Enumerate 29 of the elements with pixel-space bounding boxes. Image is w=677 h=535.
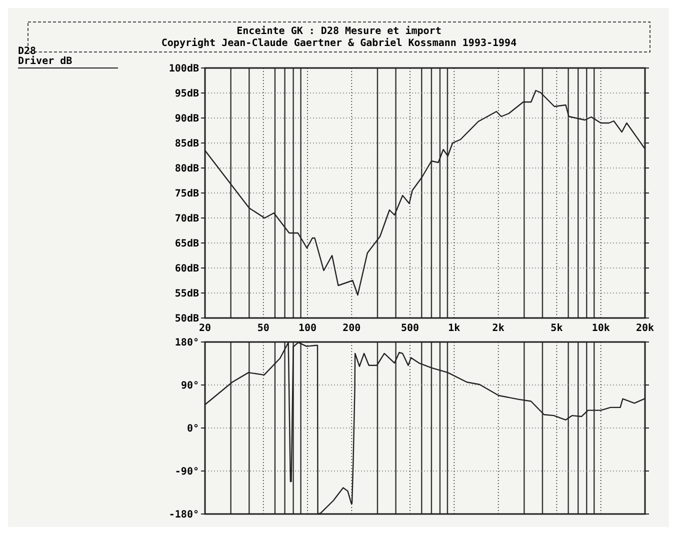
y-tick-label: 70dB [174,214,199,224]
x-tick-label: 2k [492,323,504,334]
x-tick-label: 100 [298,323,317,334]
x-tick-label: 5k [550,323,563,334]
y-tick-label: -180° [168,510,199,520]
x-tick-label: 50 [257,323,270,334]
y-tick-label: 95dB [174,88,199,100]
y-tick-label: 100dB [168,64,199,74]
y-tick-label: 90° [180,380,199,392]
x-tick-label: 10k [592,323,610,334]
x-tick-label: 20k [636,323,654,334]
y-tick-label: 80dB [174,164,199,174]
y-tick-label: 85dB [174,138,199,150]
y-axis-title: D28 Driver dB [18,46,72,67]
y-tick-label: 65dB [174,238,199,250]
y-tick-label: 60dB [174,264,199,274]
chart-subtitle: Copyright Jean-Claude Gaertner & Gabriel Kossmann 1993-1994 [161,37,517,49]
x-tick-label: 500 [401,323,420,334]
x-tick-label: 1k [448,323,460,334]
y-tick-label: 0° [186,424,199,434]
y-tick-label: -90° [174,466,199,478]
y-tick-label: 180° [174,338,199,348]
x-tick-label: 20 [198,323,212,334]
y-tick-label: 50dB [174,314,199,324]
x-tick-label: 200 [342,323,361,334]
y-tick-label: 90dB [174,114,199,124]
y-tick-label: 55dB [174,288,199,300]
y-tick-label: 75dB [174,188,199,200]
chart-title: Enceinte GK : D28 Mesure et import [236,25,442,37]
